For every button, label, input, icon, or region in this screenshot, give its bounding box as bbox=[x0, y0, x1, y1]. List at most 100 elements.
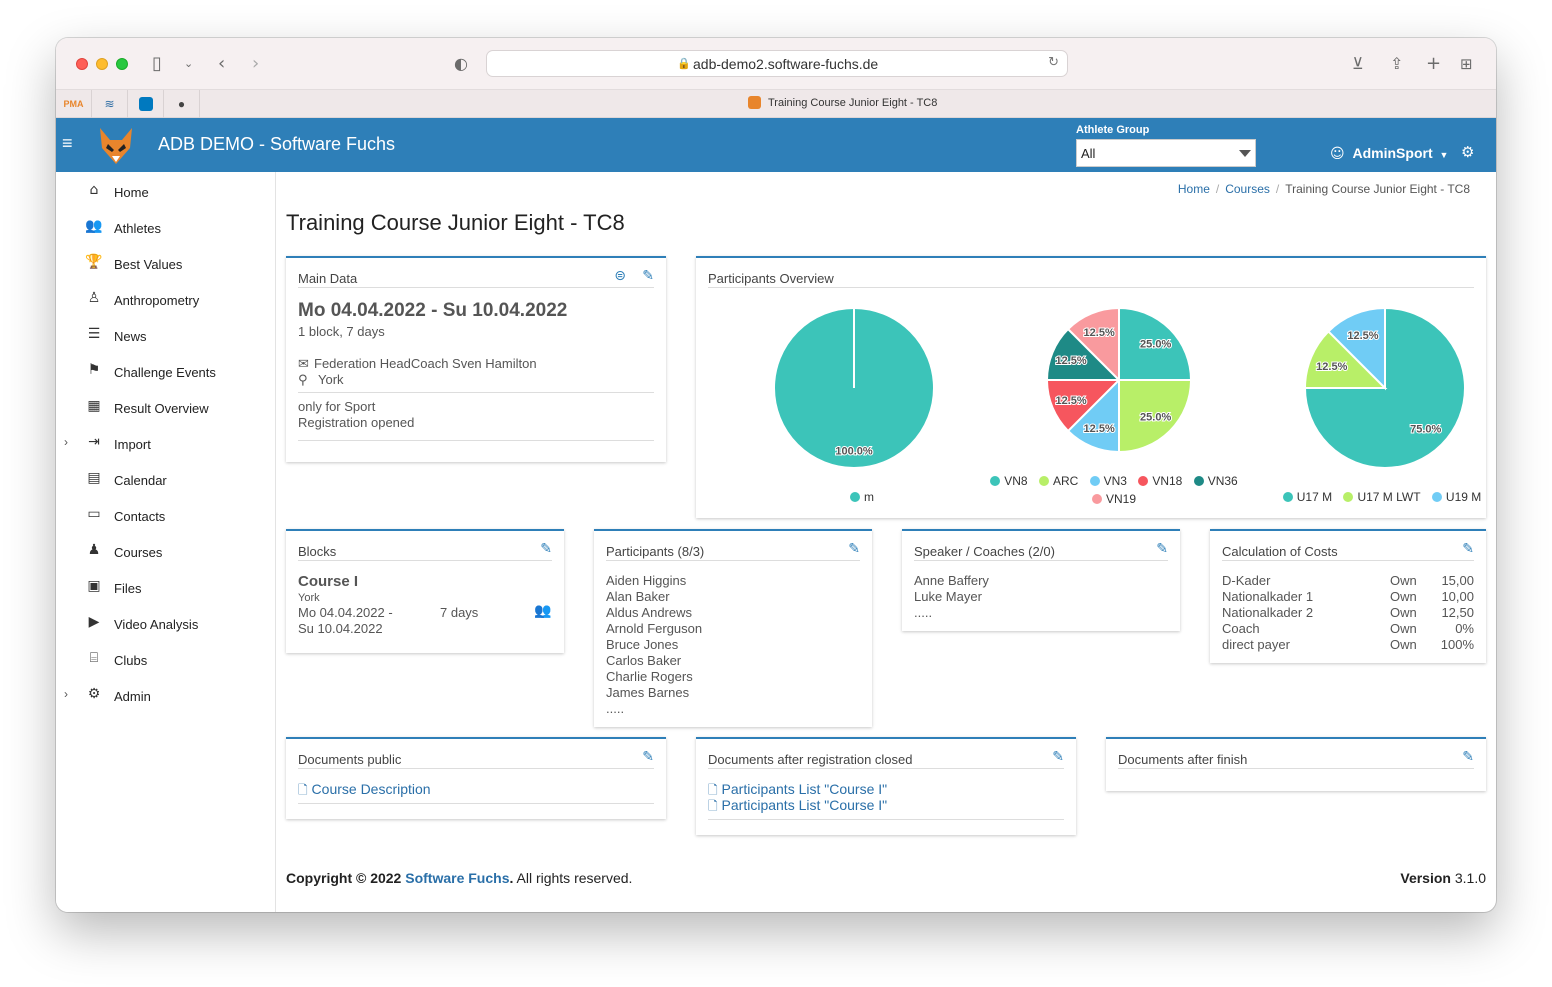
sidebar-toggle-icon[interactable]: ▯ bbox=[152, 53, 162, 74]
main-data-title: Main Data bbox=[298, 271, 358, 286]
block-days: 7 days bbox=[440, 605, 479, 620]
pie-slice-vn8[interactable] bbox=[1118, 306, 1193, 381]
coaches-title: Speaker / Coaches (2/0) bbox=[914, 544, 1055, 559]
athlete-group-select[interactable]: All bbox=[1076, 139, 1256, 167]
main-content: Home / Courses / Training Course Junior Eigh… bbox=[276, 172, 1496, 912]
edit-icon[interactable]: ✎ bbox=[848, 541, 860, 557]
sidebar: ⌂ Home 👥 Athletes 🏆 Best Values ♙ Anthropometry… bbox=[56, 172, 276, 912]
shield-icon[interactable]: ◐ bbox=[454, 54, 468, 73]
company-link[interactable]: Software Fuchs bbox=[405, 870, 510, 886]
version-label: Version bbox=[1400, 870, 1451, 886]
pie-slice-u19-m[interactable] bbox=[1327, 306, 1386, 391]
legend-item[interactable]: U19 M bbox=[1431, 490, 1482, 504]
archive-icon[interactable]: ⊜ bbox=[614, 268, 626, 284]
document-link[interactable]: 🗋 Course Description bbox=[298, 781, 431, 802]
edit-icon[interactable]: ✎ bbox=[642, 749, 654, 765]
pinned-tab-trello[interactable] bbox=[128, 90, 164, 118]
sidebar-item-home[interactable]: ⌂ Home bbox=[56, 174, 276, 210]
sidebar-item-label: Best Values bbox=[114, 257, 183, 272]
tab-overview-icon[interactable]: ⊞ bbox=[1460, 55, 1473, 73]
settings-cog-icon[interactable]: ⚙ bbox=[1461, 143, 1475, 161]
participants-card: Participants (8/3) ✎ Aiden Higgins Alan B… bbox=[594, 529, 872, 727]
pinned-tab-stack[interactable]: ≋ bbox=[92, 90, 128, 118]
legend-item[interactable]: U17 M bbox=[1282, 490, 1332, 504]
sidebar-item-calendar[interactable]: ▤ Calendar bbox=[56, 462, 276, 498]
person-icon: ♙ bbox=[87, 290, 101, 306]
sidebar-item-result-overview[interactable]: ▦ Result Overview bbox=[56, 390, 276, 426]
minimize-window-button[interactable] bbox=[96, 58, 108, 70]
menu-icon[interactable]: ≡ bbox=[62, 133, 73, 153]
cost-value: 15,00 bbox=[1441, 573, 1474, 588]
legend-label: U17 M LWT bbox=[1357, 490, 1421, 504]
pie-data-label: 12.5% bbox=[1084, 327, 1115, 339]
active-tab[interactable]: Training Course Junior Eight - TC8 bbox=[748, 97, 937, 109]
edit-icon[interactable]: ✎ bbox=[1052, 749, 1064, 765]
chevron-right-icon[interactable]: › bbox=[64, 687, 68, 701]
chevron-down-icon[interactable]: ⌄ bbox=[184, 57, 194, 70]
document-link[interactable]: 🗋 Participants List "Course I" bbox=[708, 797, 887, 818]
legend-item[interactable]: VN3 bbox=[1089, 474, 1127, 488]
sidebar-item-files[interactable]: ▣ Files bbox=[56, 570, 276, 606]
pinned-tab-apple[interactable]: ● bbox=[164, 90, 200, 118]
document-participants-list-pdf[interactable]: Participants List "Course I" bbox=[721, 797, 888, 813]
document-participants-list-xls[interactable]: Participants List "Course I" bbox=[721, 781, 888, 797]
download-icon[interactable]: ⊻ bbox=[1352, 54, 1364, 73]
legend-label: U19 M bbox=[1445, 490, 1482, 504]
edit-icon[interactable]: ✎ bbox=[1156, 541, 1168, 557]
legend-item[interactable]: VN19 bbox=[1091, 492, 1136, 506]
sidebar-item-courses[interactable]: ♟ Courses bbox=[56, 534, 276, 570]
breadcrumb-current: Training Course Junior Eight - TC8 bbox=[1285, 182, 1470, 196]
document-course-description[interactable]: Course Description bbox=[311, 781, 431, 797]
edit-icon[interactable]: ✎ bbox=[540, 541, 552, 557]
sidebar-item-contacts[interactable]: ▭ Contacts bbox=[56, 498, 276, 534]
new-tab-icon[interactable]: + bbox=[1426, 53, 1442, 74]
breadcrumb-home[interactable]: Home bbox=[1177, 182, 1210, 196]
user-menu[interactable]: ☺ AdminSport ▼ bbox=[1330, 145, 1448, 162]
back-icon[interactable]: ‹ bbox=[218, 53, 226, 74]
edit-icon[interactable]: ✎ bbox=[1462, 749, 1474, 765]
cost-row: D-Kader Own 15,00 bbox=[1222, 573, 1474, 589]
edit-icon[interactable]: ✎ bbox=[1462, 541, 1474, 557]
pie-slice-u17-m-lwt[interactable] bbox=[1303, 330, 1388, 389]
sidebar-item-video-analysis[interactable]: ▶ Video Analysis bbox=[56, 606, 276, 642]
breadcrumb-courses[interactable]: Courses bbox=[1225, 182, 1270, 196]
chevron-right-icon[interactable]: › bbox=[64, 435, 68, 449]
participant-name: Arnold Ferguson bbox=[606, 621, 703, 636]
legend-item[interactable]: VN36 bbox=[1193, 474, 1238, 488]
close-window-button[interactable] bbox=[76, 58, 88, 70]
sidebar-item-athletes[interactable]: 👥 Athletes bbox=[56, 210, 276, 246]
sidebar-item-news[interactable]: ☰ News bbox=[56, 318, 276, 354]
pinned-tab-pma[interactable]: PMA bbox=[56, 90, 92, 118]
sidebar-item-import[interactable]: › ⇥ Import bbox=[56, 426, 276, 462]
legend-item[interactable]: U17 M LWT bbox=[1343, 490, 1421, 504]
legend-item[interactable]: ARC bbox=[1038, 474, 1078, 488]
share-icon[interactable]: ⇪ bbox=[1390, 54, 1404, 73]
address-bar[interactable]: 🔒 adb-demo2.software-fuchs.de ↻ bbox=[486, 50, 1068, 77]
cost-name: Coach bbox=[1222, 621, 1260, 636]
pie-slice-arc[interactable] bbox=[1118, 379, 1193, 454]
cost-name: Nationalkader 1 bbox=[1222, 589, 1314, 604]
documents-public-card: Documents public ✎ 🗋 Course Description bbox=[286, 737, 666, 819]
legend-item[interactable]: VN8 bbox=[990, 474, 1028, 488]
pie-slice-vn19[interactable] bbox=[1066, 306, 1120, 383]
legend-item[interactable]: VN18 bbox=[1138, 474, 1182, 488]
sidebar-item-best-values[interactable]: 🏆 Best Values bbox=[56, 246, 276, 282]
sidebar-item-clubs[interactable]: ⌸ Clubs bbox=[56, 642, 276, 678]
block-name[interactable]: Course I bbox=[298, 573, 359, 590]
sidebar-item-admin[interactable]: › ⚙ Admin bbox=[56, 678, 276, 714]
brand-title[interactable]: ADB DEMO - Software Fuchs bbox=[158, 134, 396, 154]
sidebar-item-anthropometry[interactable]: ♙ Anthropometry bbox=[56, 282, 276, 318]
users-icon[interactable]: 👥 bbox=[534, 603, 552, 619]
legend-item[interactable]: m bbox=[850, 490, 874, 504]
zoom-window-button[interactable] bbox=[116, 58, 128, 70]
edit-icon[interactable]: ✎ bbox=[642, 268, 654, 284]
forward-icon[interactable]: › bbox=[252, 53, 260, 74]
course-duration: 1 block, 7 days bbox=[298, 324, 385, 339]
sidebar-item-challenge-events[interactable]: ⚑ Challenge Events bbox=[56, 354, 276, 390]
block-location: York bbox=[298, 592, 320, 604]
participants-overview-card: Participants Overview 100.0% 25.0% 25.0% 12… bbox=[696, 256, 1486, 518]
sidebar-item-label: Admin bbox=[114, 689, 151, 704]
reload-icon[interactable]: ↻ bbox=[1048, 55, 1059, 70]
pie-data-label: 12.5% bbox=[1084, 423, 1115, 435]
document-link[interactable]: 🗋 Participants List "Course I" bbox=[708, 781, 887, 802]
